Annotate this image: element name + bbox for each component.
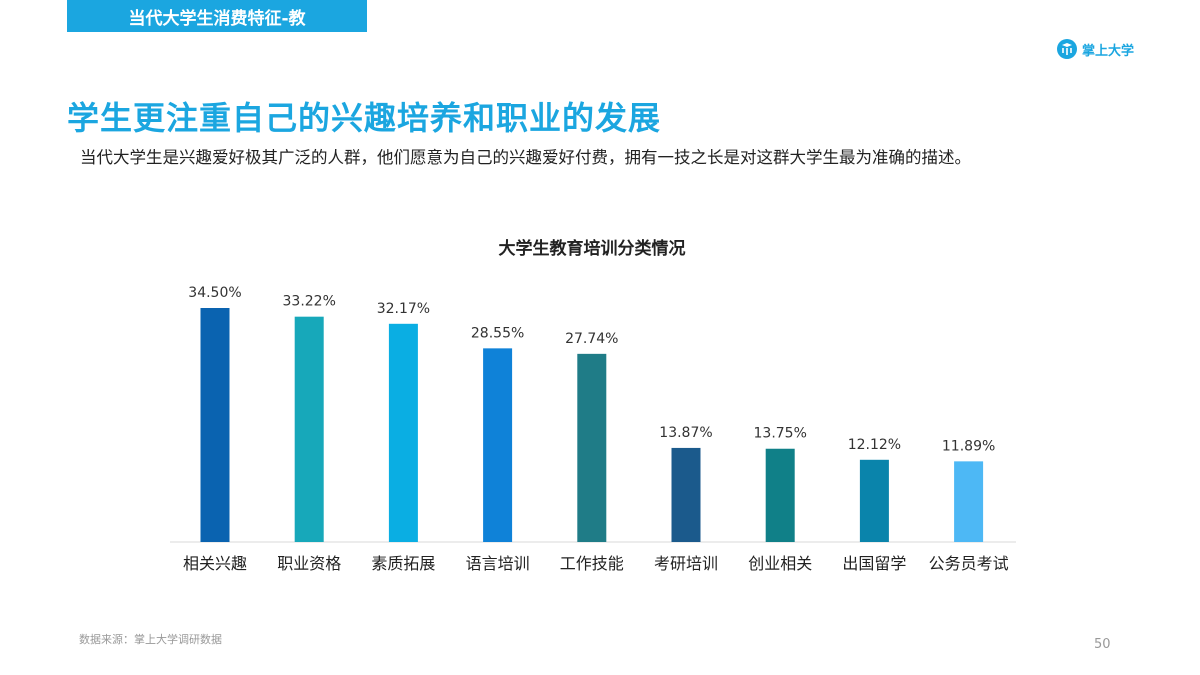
- section-title: 当代大学生消费特征-教: [67, 0, 367, 32]
- logo-icon: [1057, 39, 1077, 59]
- category-label: 职业资格: [277, 554, 341, 573]
- bar: [483, 348, 513, 542]
- category-label: 语言培训: [466, 554, 530, 573]
- category-label: 考研培训: [654, 554, 718, 573]
- logo-text: 掌上大学: [1082, 43, 1135, 59]
- data-label: 32.17%: [377, 301, 430, 317]
- data-label: 13.87%: [659, 425, 712, 441]
- bar: [294, 316, 324, 542]
- category-label: 工作技能: [560, 554, 624, 573]
- brand-logo: 掌上大学: [1057, 38, 1134, 60]
- bar: [765, 448, 795, 542]
- page-number: 50: [1094, 637, 1111, 652]
- bar: [200, 308, 230, 542]
- bar: [859, 459, 889, 542]
- data-label: 11.89%: [942, 438, 995, 454]
- bar: [577, 353, 607, 542]
- data-label: 27.74%: [565, 331, 618, 347]
- data-label: 34.50%: [188, 285, 241, 301]
- category-label: 公务员考试: [929, 554, 1009, 573]
- category-label: 创业相关: [748, 554, 812, 573]
- bar: [388, 323, 418, 542]
- category-label: 素质拓展: [371, 554, 435, 573]
- data-label: 13.75%: [754, 426, 807, 442]
- chart-title: 大学生教育培训分类情况: [499, 238, 686, 259]
- data-label: 28.55%: [471, 325, 524, 341]
- data-label: 33.22%: [283, 294, 336, 310]
- description: 当代大学生是兴趣爱好极其广泛的人群，他们愿意为自己的兴趣爱好付费，拥有一技之长是…: [80, 148, 971, 167]
- data-source: 数据来源：掌上大学调研数据: [79, 633, 222, 646]
- bar: [671, 447, 701, 542]
- headline: 学生更注重自己的兴趣培养和职业的发展: [67, 99, 662, 137]
- data-label: 12.12%: [848, 437, 901, 453]
- category-label: 出国留学: [842, 554, 906, 573]
- category-label: 相关兴趣: [183, 554, 247, 573]
- bar: [954, 461, 984, 542]
